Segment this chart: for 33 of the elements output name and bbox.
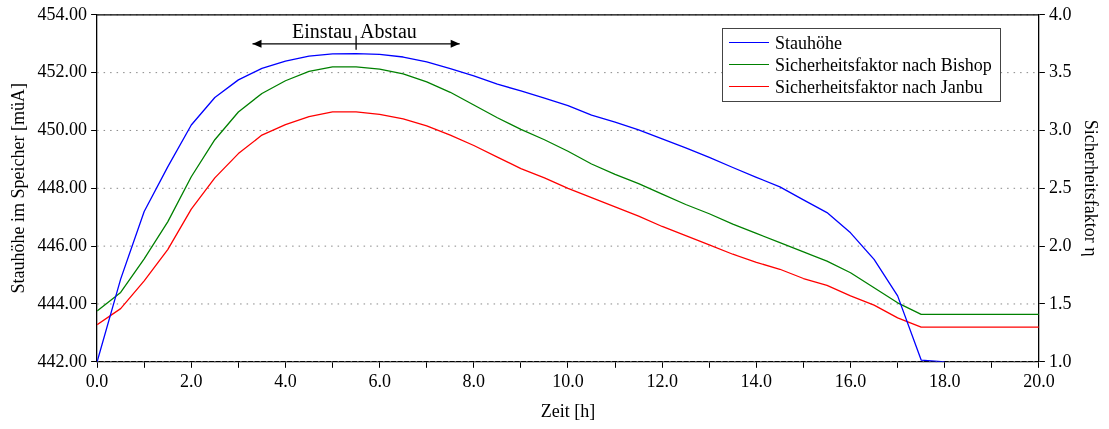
x-tick-label: 20.0 (1023, 371, 1055, 392)
x-tick-label: 16.0 (834, 371, 867, 392)
x-tick-label: 6.0 (368, 371, 391, 392)
y2-tick-label: 2.5 (1048, 177, 1072, 198)
x-tick-label: 10.0 (552, 371, 584, 392)
y-tick-label: 454.00 (37, 3, 88, 24)
x-tick-label: 12.0 (646, 371, 678, 392)
y-axis-title: Stauhöhe im Speicher [müA] (7, 83, 28, 294)
annotation: Abstau (360, 20, 417, 43)
y-tick-label: 448.00 (37, 177, 88, 198)
x-tick-label: 14.0 (740, 371, 773, 392)
y-tick-label: 442.00 (37, 350, 88, 371)
y2-tick-label: 1.5 (1048, 292, 1072, 313)
y2-tick-label: 3.0 (1048, 119, 1072, 140)
y-tick-label: 446.00 (37, 234, 88, 255)
legend-label: Sicherheitsfaktor nach Janbu (774, 75, 983, 98)
y2-tick-label: 3.5 (1048, 61, 1072, 82)
x-tick-label: 8.0 (462, 371, 486, 392)
x-axis-title: Zeit [h] (540, 400, 596, 421)
x-tick-label: 18.0 (928, 371, 961, 392)
legend-label: Stauhöhe (774, 31, 842, 54)
y-tick-label: 450.00 (37, 119, 88, 140)
y-tick-label: 452.00 (37, 61, 88, 82)
y2-tick-label: 2.0 (1048, 234, 1072, 255)
y2-tick-label: 1.0 (1048, 350, 1072, 371)
x-tick-label: 4.0 (274, 371, 297, 392)
x-tick-label: 2.0 (180, 371, 203, 392)
y2-axis-title: Sicherheitsfaktor η (1081, 119, 1102, 257)
y-tick-label: 444.00 (37, 292, 88, 313)
x-tick-label: 0.0 (85, 371, 109, 392)
legend-label: Sicherheitsfaktor nach Bishop (774, 53, 992, 76)
y2-tick-label: 4.0 (1048, 3, 1072, 24)
annotation: Einstau (292, 20, 353, 43)
